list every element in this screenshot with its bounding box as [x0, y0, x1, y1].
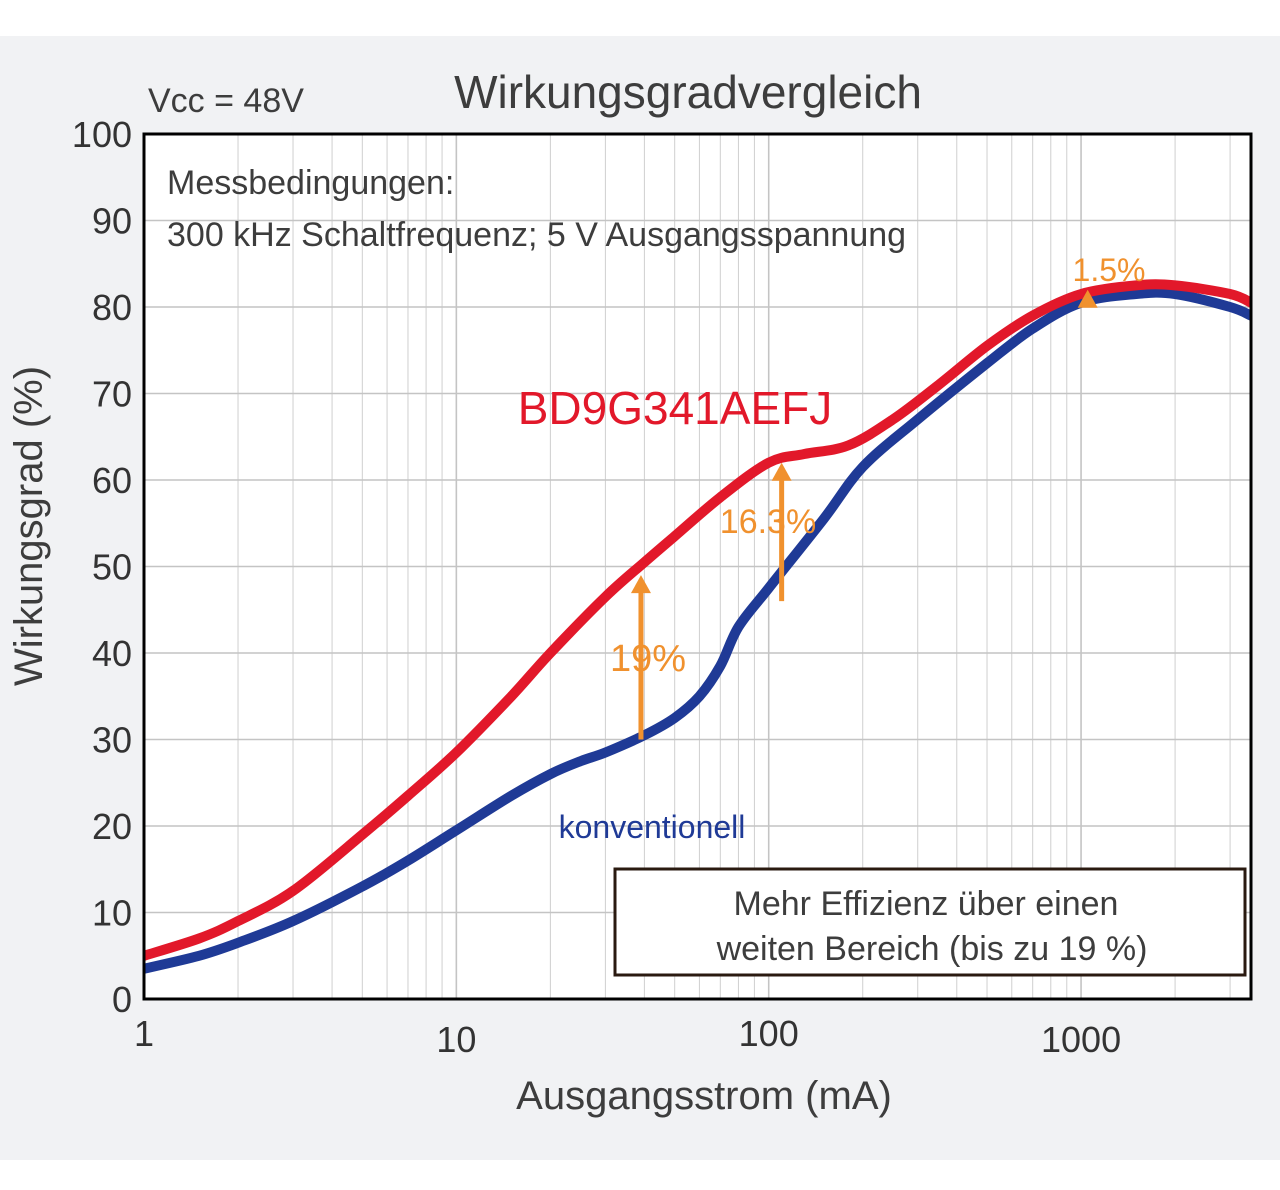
y-tick-label: 70	[92, 374, 132, 415]
y-tick-label: 30	[92, 720, 132, 761]
annotation-layer: 19% 16.3% 1.5%	[610, 252, 1146, 740]
annotation-label: 19%	[610, 638, 686, 680]
grid	[144, 134, 1251, 999]
x-tick-label: 100	[739, 1013, 799, 1054]
y-tick-label: 10	[92, 893, 132, 934]
x-tick-label: 1000	[1041, 1019, 1121, 1060]
annotation-arrow-head	[771, 462, 792, 481]
series-label-bd9g341aefj: BD9G341AEFJ	[518, 382, 832, 434]
series-layer	[144, 279, 1251, 974]
y-tick-label: 0	[112, 979, 132, 1020]
series-line-bd9g341aefj	[144, 279, 1251, 961]
annotation-arrow-head	[1077, 289, 1098, 308]
note-line-2: weiten Bereich (bis zu 19 %)	[716, 930, 1148, 968]
annotation-label: 16.3%	[720, 503, 816, 541]
annotation-arrow-head	[630, 575, 651, 594]
conditions-line-1: Messbedingungen:	[167, 164, 454, 202]
note-line-1: Mehr Effizienz über einen	[734, 885, 1119, 923]
y-tick-label: 60	[92, 460, 132, 501]
y-tick-label: 80	[92, 287, 132, 328]
chart-figure: 19% 16.3% 1.5% 0 10 20 30 40 50 60 70 80 90 100 1 10 10…	[0, 36, 1280, 1160]
annotation-label: 1.5%	[1073, 252, 1146, 288]
x-tick-label: 10	[436, 1019, 476, 1060]
conditions-line-2: 300 kHz Schaltfrequenz; 5 V Ausgangsspan…	[167, 216, 906, 254]
y-tick-label: 50	[92, 547, 132, 588]
series-label-konventionell: konventionell	[559, 809, 746, 845]
x-axis-label: Ausgangsstrom (mA)	[516, 1074, 892, 1118]
x-tick-label: 1	[134, 1013, 154, 1054]
y-tick-label: 40	[92, 633, 132, 674]
y-tick-label: 90	[92, 201, 132, 242]
series-line-konventionell	[144, 287, 1251, 974]
vcc-label: Vcc = 48V	[148, 82, 304, 120]
y-tick-label: 20	[92, 806, 132, 847]
y-tick-label: 100	[72, 114, 132, 155]
note-box	[613, 867, 1247, 977]
plot-frame	[142, 132, 1253, 1001]
y-axis-label: Wirkungsgrad (%)	[7, 366, 51, 686]
chart-title: Wirkungsgradvergleich	[454, 66, 922, 118]
